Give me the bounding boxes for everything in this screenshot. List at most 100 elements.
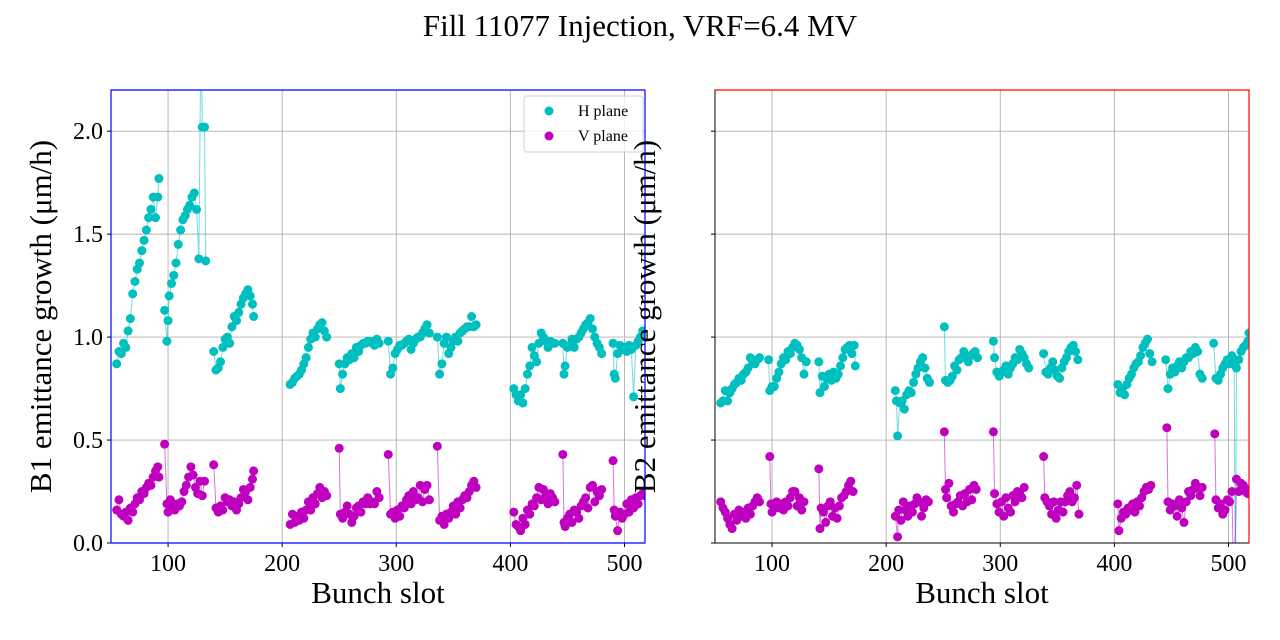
h-plane-point: [764, 355, 774, 365]
v-plane-point: [163, 507, 173, 517]
v-plane-point: [755, 497, 764, 507]
h-plane-point: [1048, 357, 1058, 367]
h-plane-point: [338, 369, 348, 379]
h-plane-point: [1161, 355, 1171, 365]
plot-area: [716, 322, 1249, 543]
v-plane-point: [590, 497, 600, 507]
h-plane-point: [1193, 347, 1203, 357]
v-plane-point: [197, 491, 207, 501]
h-plane-point: [814, 357, 824, 367]
v-plane-point: [814, 464, 824, 474]
v-plane-point: [1134, 501, 1144, 511]
v-plane-point: [834, 501, 844, 511]
h-plane-point: [335, 384, 345, 394]
h-plane-point: [1120, 390, 1130, 400]
h-plane-point: [1244, 328, 1249, 338]
v-plane-point: [422, 480, 432, 490]
v-plane-point: [525, 509, 535, 519]
h-plane-point: [1243, 336, 1249, 346]
h-plane-point: [234, 307, 244, 317]
h-plane-point: [232, 316, 242, 326]
v-plane-point: [1074, 509, 1084, 519]
v-plane-point: [1220, 505, 1230, 515]
v-plane-point: [1072, 480, 1082, 490]
h-plane-point: [146, 204, 156, 214]
h-plane-point: [154, 174, 164, 184]
v-plane-point: [509, 507, 519, 517]
h-plane-point: [527, 342, 537, 352]
v-plane-point: [848, 487, 858, 497]
h-plane-point: [1231, 363, 1241, 373]
h-plane-point: [897, 396, 907, 406]
v-plane-point: [543, 499, 553, 509]
h-plane-point: [225, 338, 235, 348]
h-plane-point: [1197, 373, 1207, 383]
h-plane-point: [925, 377, 935, 387]
v-plane-point: [783, 501, 793, 511]
v-plane-point: [520, 519, 530, 529]
v-plane-point: [818, 507, 828, 517]
h-plane-point: [123, 326, 133, 336]
h-plane-point: [899, 404, 909, 414]
h-plane-point: [1163, 384, 1173, 394]
v-plane-point: [1019, 482, 1029, 492]
v-plane-point: [418, 497, 427, 507]
v-plane-point: [896, 515, 906, 525]
v-plane-point: [516, 526, 526, 536]
v-plane-point: [550, 497, 560, 507]
h-plane-point: [121, 342, 131, 352]
v-plane-point: [942, 493, 952, 503]
v-plane-point: [727, 524, 737, 534]
h-plane-point: [467, 312, 477, 321]
v-plane-point: [177, 497, 187, 507]
v-plane-point: [765, 452, 775, 462]
v-plane-point: [236, 493, 246, 503]
h-plane-point: [125, 314, 135, 324]
axes-frame: [714, 89, 1250, 544]
v-plane-point: [1197, 482, 1207, 492]
h-plane-point: [189, 188, 199, 198]
v-plane-point: [990, 489, 1000, 499]
v-plane-point: [200, 476, 210, 486]
h-plane-point: [588, 324, 598, 334]
h-plane-point: [349, 353, 359, 363]
h-plane-point: [151, 213, 160, 223]
h-plane-point: [388, 363, 398, 373]
v-plane-point: [349, 511, 359, 521]
h-plane-point: [139, 235, 149, 245]
v-plane-point: [971, 484, 981, 494]
h-plane-point: [322, 332, 332, 342]
h-plane-point: [437, 359, 447, 369]
h-plane-point: [245, 291, 255, 301]
v-plane-point: [588, 480, 598, 490]
h-plane-point: [569, 342, 579, 352]
y-tick-label: 0.0: [73, 531, 103, 557]
v-plane-point: [745, 509, 755, 519]
h-plane-point: [640, 332, 645, 342]
v-plane-point: [114, 495, 124, 505]
v-plane-point: [153, 462, 163, 472]
left-axes-b1: 100 200 300 400 500 0.0 0.5 1.0 1.5 2.0 Bunch slot…: [23, 89, 646, 610]
h-plane-point: [112, 359, 122, 369]
v-plane-point: [322, 491, 332, 501]
h-plane-point: [1071, 347, 1081, 357]
h-plane-point: [153, 192, 163, 202]
v-plane-point: [188, 470, 198, 480]
v-plane-point: [408, 487, 418, 497]
v-plane-point: [832, 513, 842, 523]
h-plane-point: [1234, 355, 1244, 365]
plot-area: [112, 90, 645, 536]
h-plane-point: [160, 305, 170, 315]
v-plane-point: [186, 462, 196, 472]
v-plane-point: [1195, 491, 1205, 501]
v-plane-point: [944, 478, 954, 488]
y-tick-label: 1.5: [73, 222, 103, 248]
v-plane-point: [1017, 493, 1027, 503]
v-plane-point: [1049, 497, 1059, 507]
y-axis-label: B2 emittance growth (μm/h): [627, 140, 662, 493]
h-plane-point: [920, 363, 930, 373]
v-plane-point: [633, 499, 643, 509]
h-plane-point: [422, 320, 432, 330]
h-plane-point: [988, 336, 998, 346]
v-plane-point: [383, 449, 393, 459]
